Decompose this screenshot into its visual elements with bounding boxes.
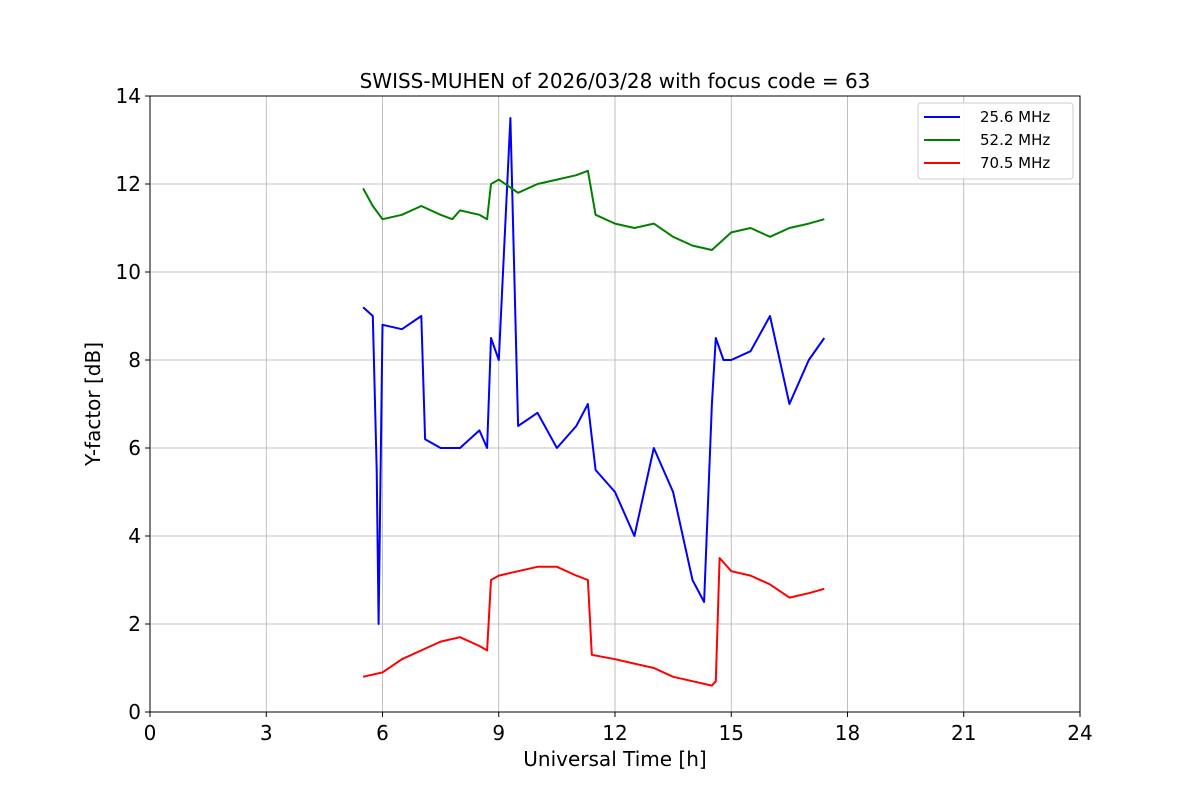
y-tick-label: 2	[128, 612, 141, 636]
x-tick-label: 6	[376, 721, 389, 745]
y-tick-label: 8	[128, 348, 141, 372]
legend-box	[917, 102, 1074, 180]
legend: 25.6 MHz 52.2 MHz 70.5 MHz	[917, 102, 1074, 180]
x-tick-label: 3	[260, 721, 273, 745]
x-tick-label: 21	[951, 721, 976, 745]
x-tick-label: 18	[835, 721, 860, 745]
chart-title: SWISS-MUHEN of 2026/03/28 with focus cod…	[360, 69, 871, 93]
y-tick-label: 6	[128, 436, 141, 460]
series-line-70-5-mhz	[362, 557, 825, 687]
x-tick-label: 9	[492, 721, 505, 745]
y-tick-label: 4	[128, 524, 141, 548]
y-tick-label: 14	[116, 84, 141, 108]
x-axis-title: Universal Time [h]	[523, 747, 706, 771]
legend-label-25-6: 25.6 MHz	[980, 108, 1050, 126]
grid-lines	[149, 95, 1081, 713]
x-tick-label: 15	[719, 721, 744, 745]
x-tick-label: 0	[144, 721, 157, 745]
legend-label-52-2: 52.2 MHz	[980, 131, 1050, 149]
series-line-25-6-mhz	[362, 117, 826, 625]
y-tick-label: 12	[116, 172, 141, 196]
series-lines	[362, 117, 826, 687]
y-axis-ticks: 0 2 4 6 8 10 12 14	[116, 84, 150, 724]
y-tick-label: 0	[128, 700, 141, 724]
x-tick-label: 12	[602, 721, 627, 745]
series-line-52-2-mhz	[362, 169, 825, 251]
legend-label-70-5: 70.5 MHz	[980, 154, 1050, 172]
x-tick-label: 24	[1067, 721, 1092, 745]
y-tick-label: 10	[116, 260, 141, 284]
x-axis-ticks: 0 3 6 9 12 15 18 21 24	[144, 712, 1093, 745]
y-axis-title: Y-factor [dB]	[81, 342, 105, 467]
